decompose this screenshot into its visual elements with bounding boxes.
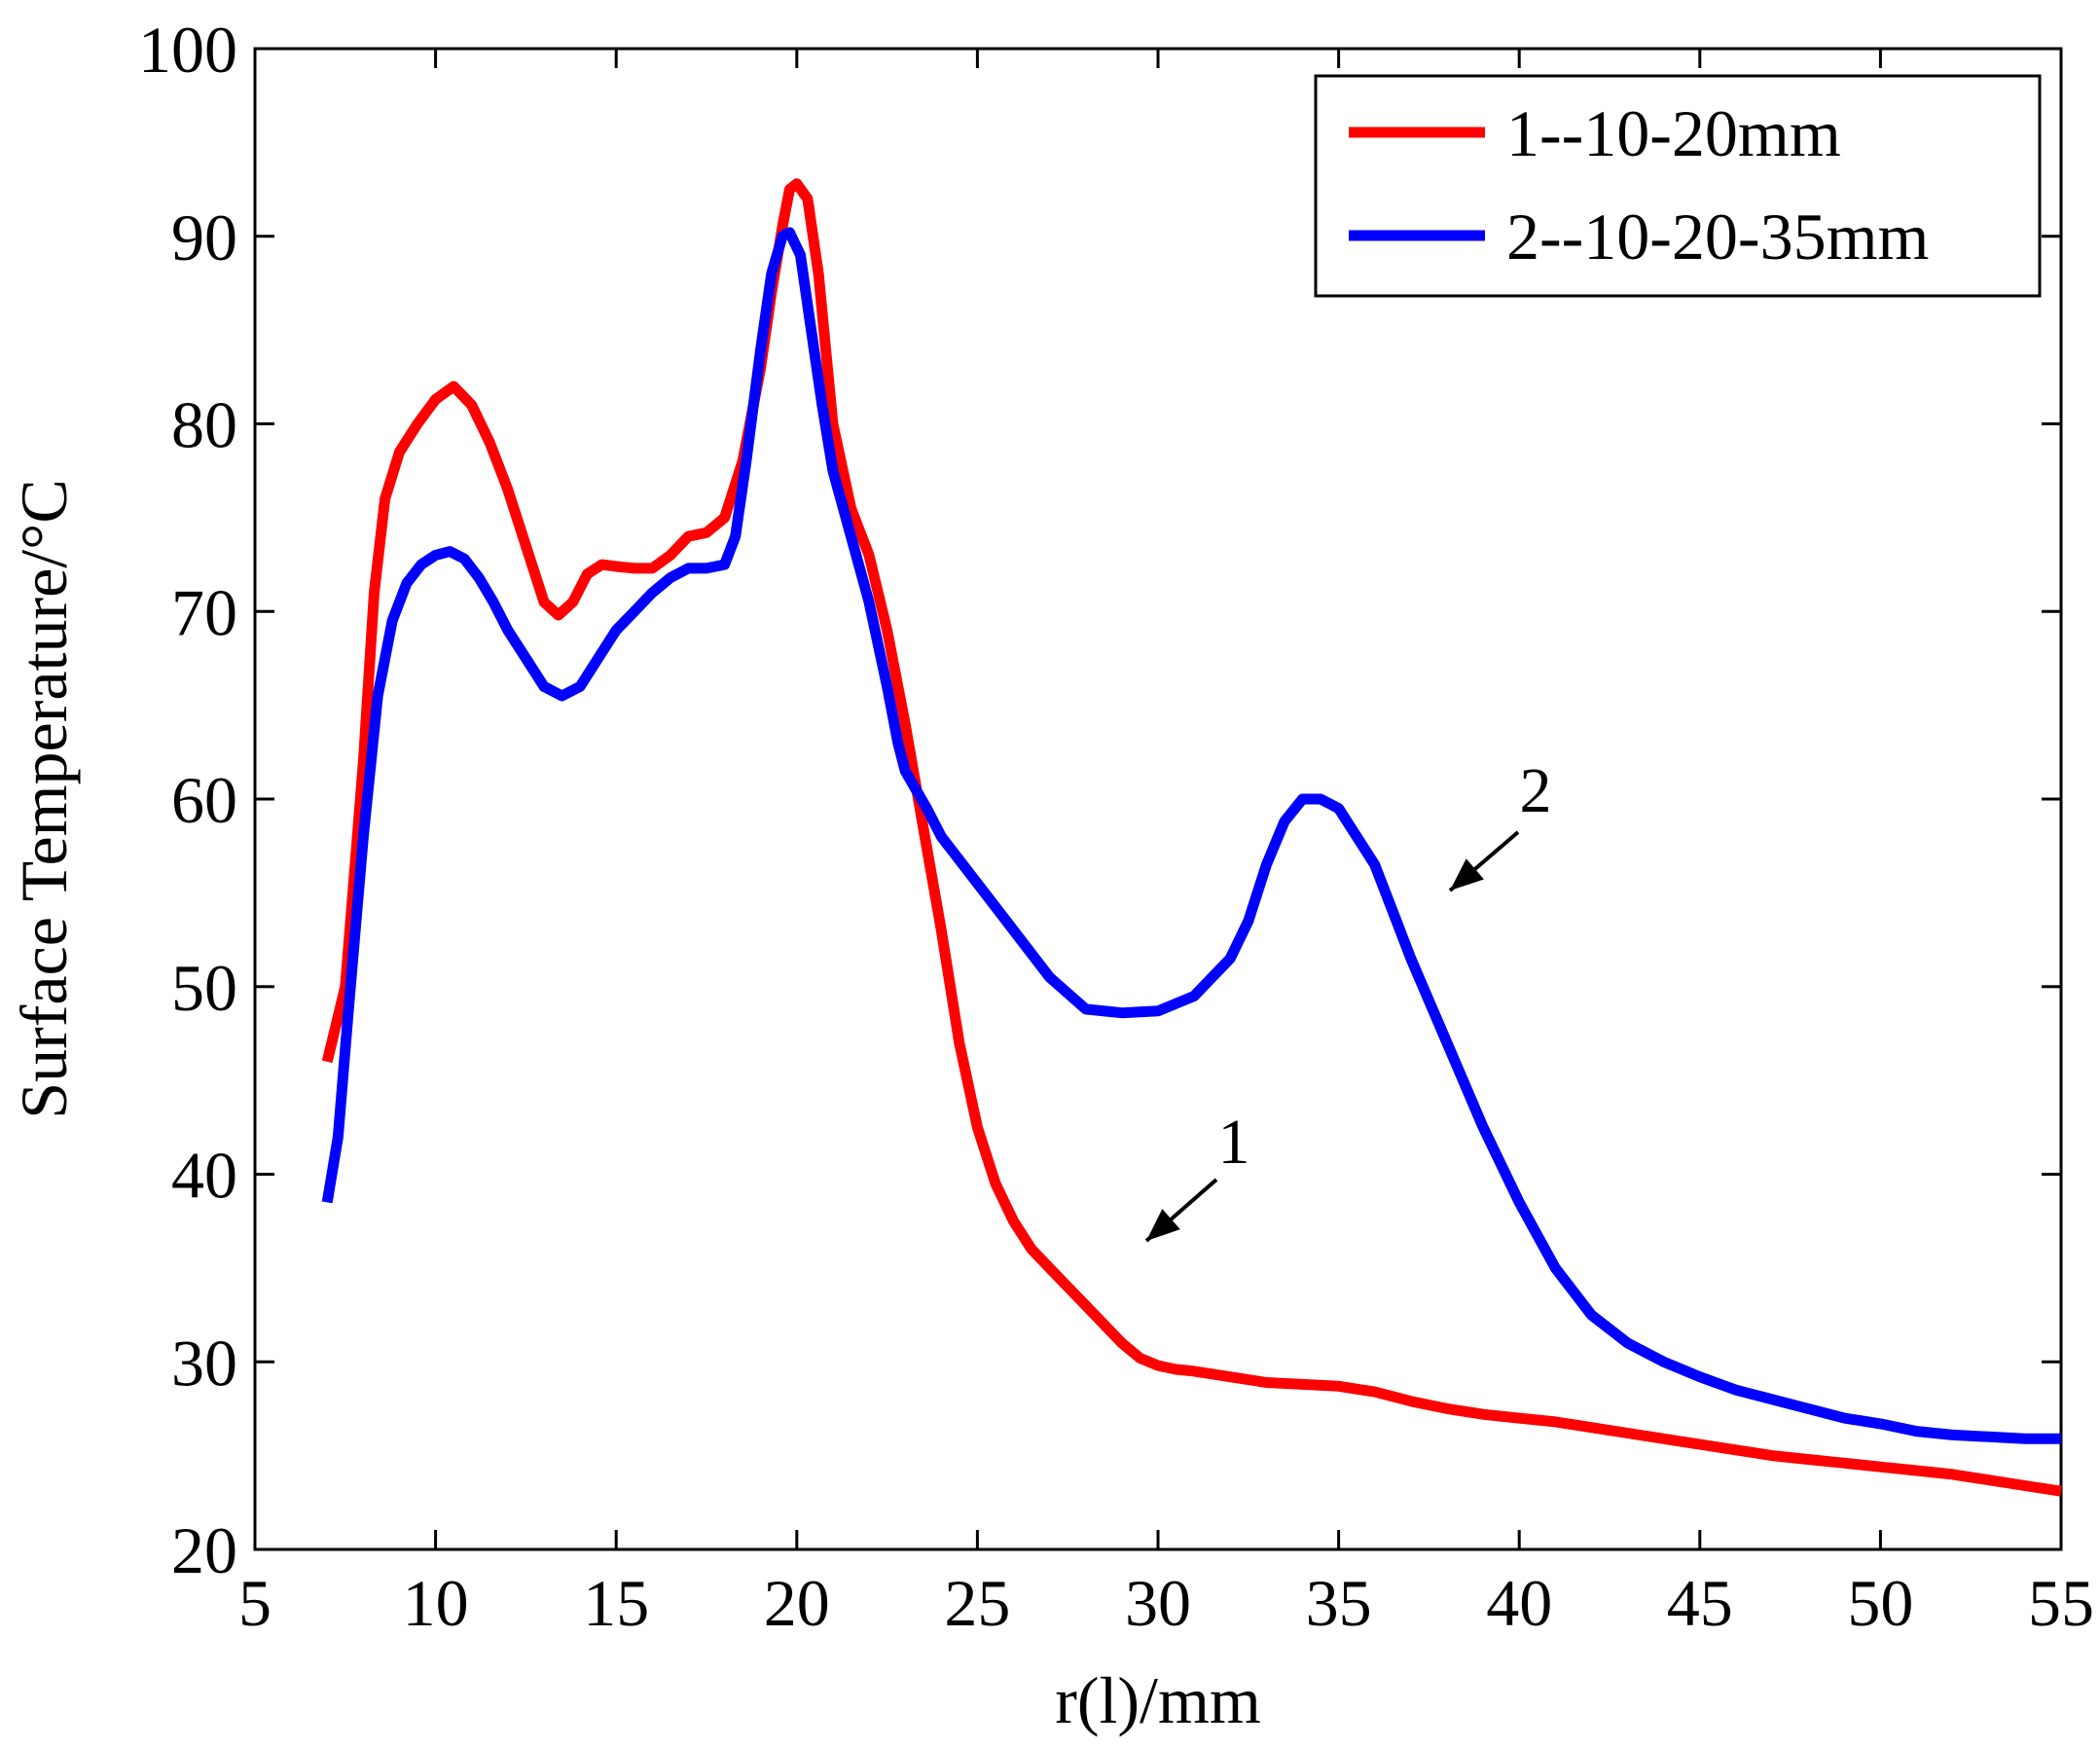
axes-layer: 5 10 15 20 25 30 35 40 45 50 55 20 30 40 50 60 70 80 90 100… xyxy=(7,13,2094,1737)
y-tick-label: 40 xyxy=(171,1139,237,1213)
annotation-label-2: 2 xyxy=(1520,755,1552,826)
x-tick-label: 45 xyxy=(1667,1566,1733,1640)
x-axis-label: r(l)/mm xyxy=(1055,1663,1261,1737)
x-tick-label: 5 xyxy=(238,1566,272,1640)
series-layer xyxy=(321,178,2062,1497)
x-tick-label: 55 xyxy=(2028,1566,2094,1640)
annotation-arrowhead-2 xyxy=(1450,858,1484,891)
x-tick-label: 30 xyxy=(1125,1566,1191,1640)
annotation-arrowhead-1 xyxy=(1146,1209,1180,1241)
y-tick-label: 100 xyxy=(138,13,237,87)
y-tick-label: 80 xyxy=(171,388,237,462)
plot-frame xyxy=(253,47,2063,1551)
legend-label-2: 2--10-20-35mm xyxy=(1506,200,1929,273)
x-tick-label: 15 xyxy=(583,1566,649,1640)
series-line-2 xyxy=(321,227,2061,1444)
y-tick-label: 60 xyxy=(171,763,237,837)
x-tick-label: 40 xyxy=(1486,1566,1552,1640)
legend-label-1: 1--10-20mm xyxy=(1506,96,1841,170)
x-tick-label: 35 xyxy=(1306,1566,1372,1640)
x-tick-label: 25 xyxy=(944,1566,1010,1640)
x-tick-label: 20 xyxy=(764,1566,830,1640)
legend: 1--10-20mm 2--10-20-35mm xyxy=(1314,74,2042,298)
y-axis-label: Surface Temperature/°C xyxy=(7,479,81,1118)
y-tick-label: 70 xyxy=(171,575,237,649)
y-tick-label: 30 xyxy=(171,1326,237,1400)
y-tick-label: 90 xyxy=(171,200,237,274)
x-tick-label: 10 xyxy=(403,1566,469,1640)
annotation-layer: 12 xyxy=(1144,755,1552,1243)
x-tick-label: 50 xyxy=(1847,1566,1913,1640)
plot-area xyxy=(253,47,2063,1551)
y-tick-label: 20 xyxy=(171,1513,237,1587)
y-tick-label: 50 xyxy=(171,951,237,1025)
annotation-label-1: 1 xyxy=(1218,1107,1250,1178)
legend-box xyxy=(1314,74,2042,298)
series-line-1 xyxy=(321,178,2062,1497)
